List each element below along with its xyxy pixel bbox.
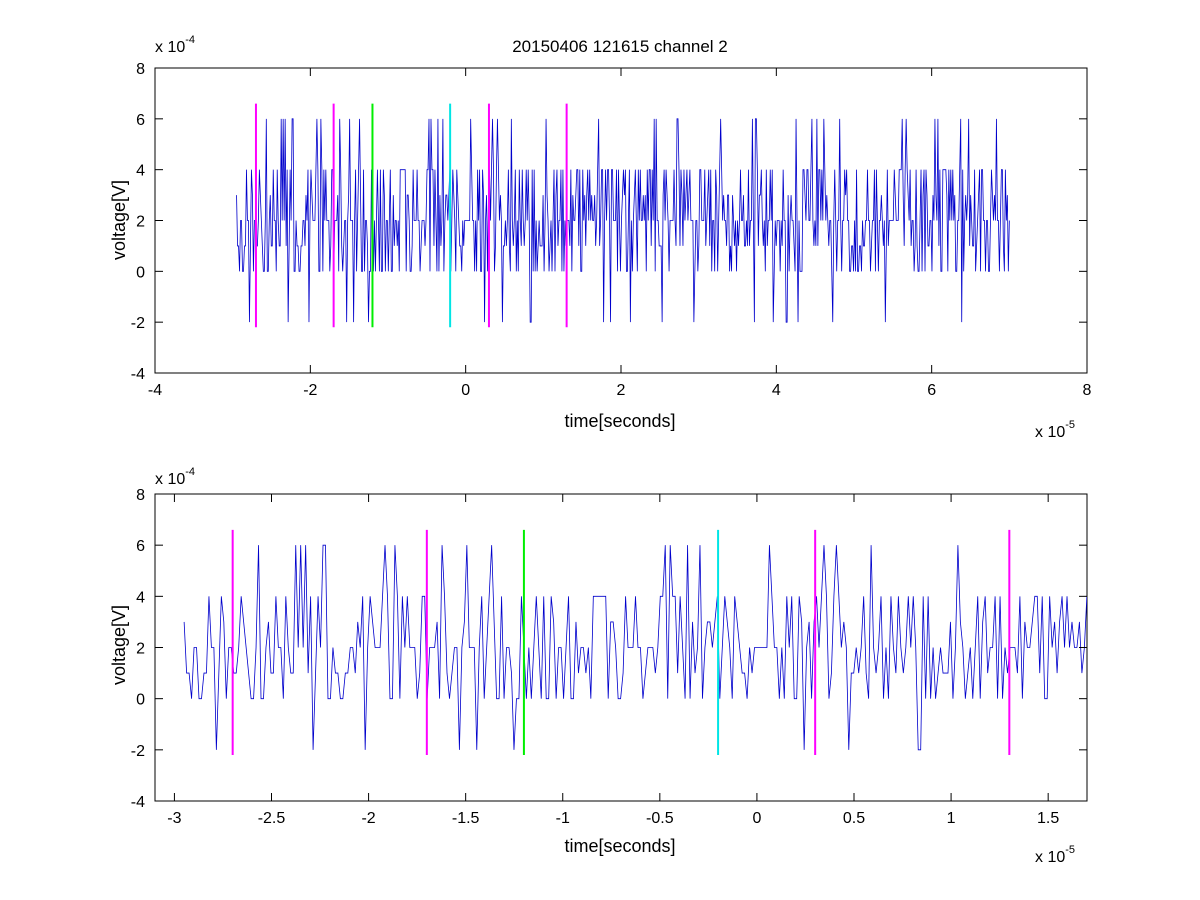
x-tick-label: 1 xyxy=(947,810,956,827)
x-axis-label: time[seconds] xyxy=(564,836,675,856)
y-axis-label: voltage[V] xyxy=(109,605,129,685)
x-tick-label: -2 xyxy=(303,382,317,399)
y-tick-label: 8 xyxy=(136,61,145,78)
bottom-plot: x 10-4 x 10-5 time[seconds] voltage[V] -… xyxy=(109,466,1088,866)
y-tick-label: -4 xyxy=(131,794,145,811)
x-exponent-label: x 10-5 xyxy=(1035,844,1075,866)
x-tick-label: 8 xyxy=(1083,382,1092,399)
x-tick-label: 1.5 xyxy=(1037,810,1059,827)
x-tick-label: -2 xyxy=(361,810,375,827)
y-axis-label: voltage[V] xyxy=(109,180,129,260)
y-exponent-base: x 10 xyxy=(155,39,185,56)
y-tick-label: -2 xyxy=(131,315,145,332)
y-tick-label: 2 xyxy=(136,214,145,231)
y-tick-label: 8 xyxy=(136,487,145,504)
chart-title: 20150406 121615 channel 2 xyxy=(512,37,728,56)
y-tick-label: 0 xyxy=(136,264,145,281)
x-tick-label: 0 xyxy=(461,382,470,399)
x-tick-label: -1.5 xyxy=(452,810,480,827)
y-exponent-label: x 10-4 xyxy=(155,466,195,488)
y-tick-label: 6 xyxy=(136,112,145,129)
svg-text:x 10-5: x 10-5 xyxy=(1035,419,1075,441)
svg-text:x 10-5: x 10-5 xyxy=(1035,844,1075,866)
x-tick-label: -1 xyxy=(556,810,570,827)
x-exponent-base: x 10 xyxy=(1035,424,1065,441)
y-exponent-power: -4 xyxy=(185,466,195,478)
x-axis-label: time[seconds] xyxy=(564,411,675,431)
x-tick-label: -3 xyxy=(167,810,181,827)
x-exponent-label: x 10-5 xyxy=(1035,419,1075,441)
y-tick-label: -4 xyxy=(131,366,145,383)
x-tick-label: -2.5 xyxy=(258,810,286,827)
x-tick-label: -4 xyxy=(148,382,162,399)
y-tick-label: 6 xyxy=(136,538,145,555)
x-tick-label: -0.5 xyxy=(646,810,674,827)
svg-text:x 10-4: x 10-4 xyxy=(155,466,195,488)
voltage-series-line xyxy=(183,544,1087,751)
y-tick-label: 2 xyxy=(136,641,145,658)
x-tick-label: 4 xyxy=(772,382,781,399)
x-exponent-base: x 10 xyxy=(1035,849,1065,866)
plot-frame xyxy=(154,493,1088,802)
x-tick-label: 6 xyxy=(927,382,936,399)
y-exponent-base: x 10 xyxy=(155,471,185,488)
x-exponent-power: -5 xyxy=(1065,419,1075,431)
y-tick-label: 4 xyxy=(136,589,145,606)
top-plot: 20150406 121615 channel 2 x 10-4 x 10-5 … xyxy=(109,34,1092,441)
y-tick-label: -2 xyxy=(131,743,145,760)
y-exponent-label: x 10-4 xyxy=(155,34,195,56)
y-exponent-power: -4 xyxy=(185,34,195,46)
y-tick-label: 0 xyxy=(136,692,145,709)
x-tick-label: 0 xyxy=(752,810,761,827)
x-exponent-power: -5 xyxy=(1065,844,1075,856)
voltage-series-line xyxy=(236,118,1010,323)
x-tick-label: 0.5 xyxy=(843,810,865,827)
svg-text:x 10-4: x 10-4 xyxy=(155,34,195,56)
x-tick-label: 2 xyxy=(617,382,626,399)
y-tick-label: 4 xyxy=(136,163,145,180)
